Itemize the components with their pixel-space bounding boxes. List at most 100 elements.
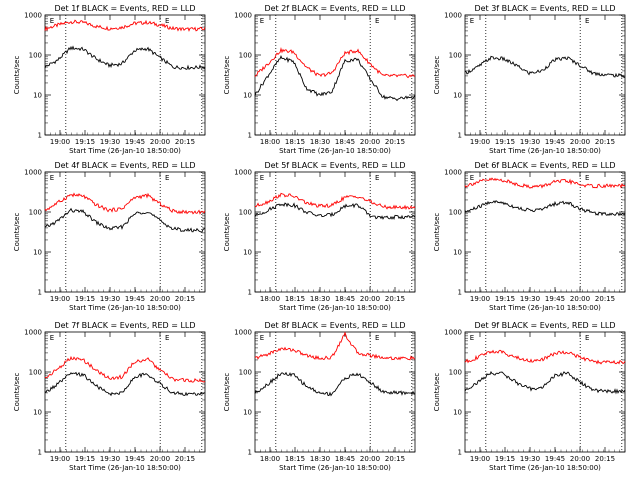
subplot-title: Det 2f BLACK = Events, RED = LLD — [264, 4, 405, 13]
x-tick-label: 18:30 — [310, 455, 330, 463]
y-tick-label: 1 — [38, 449, 42, 457]
event-marker: E — [165, 174, 169, 182]
x-tick-label: 19:30 — [100, 295, 120, 303]
events-series-line — [254, 54, 416, 102]
subplot-6: Det 6f BLACK = Events, RED = LLD 1 10 100 10… — [433, 161, 626, 312]
event-marker: E — [375, 334, 379, 342]
y-axis-label: Counts/sec — [13, 56, 21, 95]
x-tick-label: 20:00 — [150, 295, 170, 303]
x-tick-label: 18:45 — [335, 455, 355, 463]
subplot-4: Det 4f BLACK = Events, RED = LLD 1 10 100 10… — [13, 161, 206, 312]
x-tick-label: 20:15 — [385, 138, 405, 146]
y-tick-label: 10 — [33, 409, 42, 417]
y-tick-label: 10 — [243, 409, 252, 417]
y-tick-label: 1 — [248, 132, 252, 140]
y-tick-label: 1000 — [234, 12, 252, 20]
y-tick-label: 1 — [38, 289, 42, 297]
event-marker: E — [50, 17, 54, 25]
x-tick-label: 18:45 — [335, 138, 355, 146]
event-marker: E — [585, 174, 589, 182]
subplot-3: Det 3f BLACK = Events, RED = LLD 1 10 100 10… — [433, 4, 626, 155]
x-tick-label: 18:15 — [285, 455, 305, 463]
events-series-line — [44, 45, 206, 70]
y-tick-label: 1 — [248, 289, 252, 297]
y-tick-label: 10 — [453, 249, 462, 257]
event-marker: E — [470, 334, 474, 342]
y-tick-label: 1000 — [24, 12, 42, 20]
y-tick-label: 10 — [243, 249, 252, 257]
y-tick-label: 100 — [29, 369, 42, 377]
x-tick-label: 18:00 — [260, 138, 280, 146]
y-tick-label: 100 — [239, 209, 252, 217]
event-marker: E — [165, 334, 169, 342]
x-tick-label: 20:00 — [570, 455, 590, 463]
y-tick-label: 1000 — [24, 169, 42, 177]
events-series-line — [44, 207, 206, 233]
x-tick-label: 18:00 — [260, 295, 280, 303]
y-tick-label: 1000 — [24, 329, 42, 337]
y-tick-label: 1 — [38, 132, 42, 140]
x-tick-label: 18:45 — [335, 295, 355, 303]
events-series-line — [464, 370, 626, 395]
plot-frame — [44, 14, 206, 136]
event-marker: E — [375, 174, 379, 182]
x-tick-label: 19:00 — [470, 138, 490, 146]
subplot-title: Det 6f BLACK = Events, RED = LLD — [474, 161, 615, 170]
y-tick-label: 1000 — [234, 329, 252, 337]
y-tick-label: 100 — [29, 209, 42, 217]
x-tick-label: 18:15 — [285, 295, 305, 303]
x-tick-label: 20:00 — [150, 455, 170, 463]
subplot-title: Det 1f BLACK = Events, RED = LLD — [54, 4, 195, 13]
subplot-title: Det 9f BLACK = Events, RED = LLD — [474, 321, 615, 330]
y-tick-label: 10 — [453, 92, 462, 100]
y-tick-label: 1000 — [444, 329, 462, 337]
plot-frame — [44, 171, 206, 293]
subplot-title: Det 4f BLACK = Events, RED = LLD — [54, 161, 195, 170]
y-tick-label: 1 — [458, 289, 462, 297]
x-tick-label: 19:00 — [50, 295, 70, 303]
x-tick-label: 19:30 — [520, 295, 540, 303]
x-tick-label: 19:30 — [100, 138, 120, 146]
x-axis-label: Start Time (26-Jan-10 18:50:00) — [489, 464, 601, 472]
y-tick-label: 100 — [29, 52, 42, 60]
subplot-7: Det 7f BLACK = Events, RED = LLD 1 10 100 10… — [13, 321, 206, 472]
x-tick-label: 19:45 — [545, 295, 565, 303]
y-axis-label: Counts/sec — [433, 373, 441, 412]
x-tick-label: 19:15 — [75, 455, 95, 463]
event-marker: E — [470, 17, 474, 25]
y-tick-label: 10 — [453, 409, 462, 417]
x-axis-label: Start Time (26-Jan-10 18:50:00) — [69, 464, 181, 472]
y-tick-label: 10 — [33, 249, 42, 257]
x-tick-label: 19:30 — [520, 138, 540, 146]
plot-frame — [464, 171, 626, 293]
x-axis-label: Start Time (26-Jan-10 18:50:00) — [489, 304, 601, 312]
subplot-5: Det 5f BLACK = Events, RED = LLD 1 10 100 10… — [223, 161, 416, 312]
event-marker: E — [260, 174, 264, 182]
event-marker: E — [165, 17, 169, 25]
event-marker: E — [585, 17, 589, 25]
event-marker: E — [585, 334, 589, 342]
x-tick-label: 18:30 — [310, 295, 330, 303]
events-series-line — [464, 200, 626, 217]
x-tick-label: 20:00 — [570, 295, 590, 303]
x-tick-label: 19:00 — [470, 455, 490, 463]
plot-frame — [254, 171, 416, 293]
x-tick-label: 20:15 — [175, 455, 195, 463]
x-tick-label: 20:00 — [360, 455, 380, 463]
x-tick-label: 19:00 — [50, 455, 70, 463]
y-axis-label: Counts/sec — [433, 56, 441, 95]
y-axis-label: Counts/sec — [223, 373, 231, 412]
lld-series-line — [254, 331, 416, 361]
x-axis-label: Start Time (26-Jan-10 18:50:00) — [69, 147, 181, 155]
event-marker: E — [375, 17, 379, 25]
lld-series-line — [44, 355, 206, 383]
x-tick-label: 20:15 — [175, 138, 195, 146]
y-tick-label: 1000 — [234, 169, 252, 177]
x-tick-label: 19:00 — [470, 295, 490, 303]
y-axis-label: Counts/sec — [13, 373, 21, 412]
lld-series-line — [254, 192, 416, 210]
x-tick-label: 20:15 — [385, 295, 405, 303]
y-tick-label: 1 — [458, 449, 462, 457]
event-marker: E — [470, 174, 474, 182]
